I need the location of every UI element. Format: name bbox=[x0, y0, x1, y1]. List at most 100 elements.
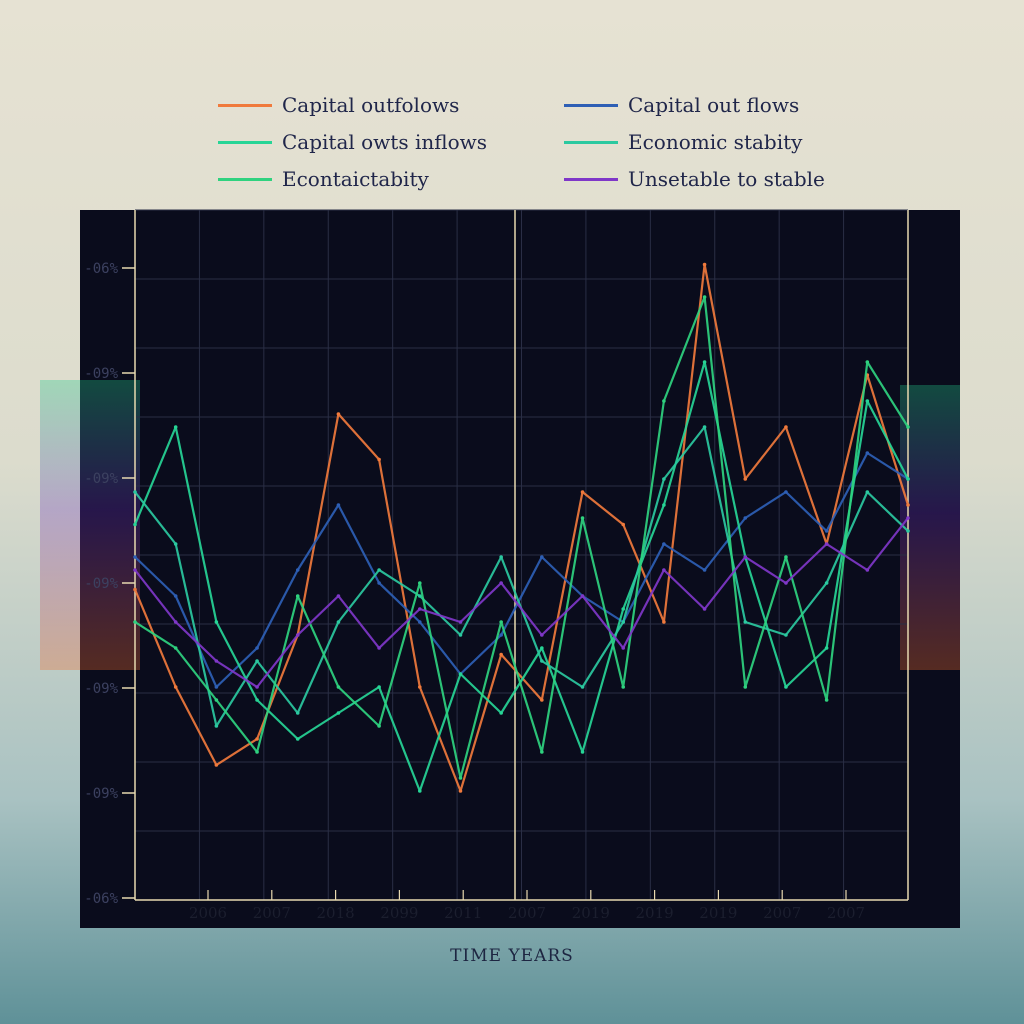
data-point bbox=[295, 737, 300, 741]
data-point bbox=[743, 620, 748, 624]
data-point bbox=[458, 620, 463, 624]
data-point bbox=[173, 542, 178, 546]
series-lines bbox=[133, 262, 910, 793]
data-point bbox=[621, 607, 626, 611]
chart-legend: Capital outfolows Capital out flows Capi… bbox=[0, 0, 1024, 200]
y-tick-label: -09% bbox=[84, 681, 118, 697]
data-point bbox=[662, 542, 666, 546]
data-point bbox=[662, 503, 666, 507]
data-point bbox=[377, 581, 381, 585]
data-point bbox=[255, 659, 259, 663]
data-point bbox=[499, 555, 503, 559]
data-point bbox=[824, 529, 829, 533]
data-point bbox=[417, 594, 422, 598]
data-point bbox=[662, 568, 666, 572]
data-point bbox=[540, 750, 544, 754]
data-point bbox=[417, 620, 422, 624]
y-tick-label: -06% bbox=[84, 891, 118, 907]
data-point bbox=[824, 698, 829, 702]
data-point bbox=[133, 587, 137, 592]
data-point bbox=[499, 711, 503, 715]
data-point bbox=[255, 685, 259, 689]
data-point bbox=[499, 633, 503, 637]
legend-item: Economic stabity bbox=[564, 130, 802, 154]
legend-item: Capital owts inflows bbox=[218, 130, 487, 154]
legend-swatch bbox=[564, 140, 618, 144]
x-tick-label: 2006 bbox=[189, 904, 227, 922]
data-point bbox=[784, 425, 788, 429]
x-tick-label: 2099 bbox=[380, 904, 418, 922]
data-point bbox=[621, 620, 626, 624]
legend-item: Capital outfolows bbox=[218, 93, 459, 117]
data-point bbox=[621, 522, 626, 527]
data-point bbox=[417, 607, 422, 611]
data-point bbox=[417, 789, 422, 793]
legend-swatch bbox=[218, 177, 272, 181]
legend-item: Econtaictabity bbox=[218, 167, 429, 191]
right-glow-band bbox=[900, 385, 960, 670]
x-tick-label: 2007 bbox=[508, 904, 546, 922]
data-point bbox=[133, 568, 137, 572]
data-point bbox=[133, 620, 137, 624]
data-point bbox=[255, 646, 259, 650]
data-point bbox=[580, 594, 585, 598]
data-point bbox=[784, 633, 788, 637]
x-tick-label: 2007 bbox=[763, 904, 801, 922]
data-point bbox=[377, 646, 381, 650]
data-point bbox=[662, 399, 666, 403]
data-point bbox=[865, 568, 870, 572]
data-point bbox=[458, 789, 463, 793]
data-point bbox=[702, 295, 707, 299]
data-point bbox=[784, 685, 788, 689]
data-point bbox=[214, 620, 219, 624]
data-point bbox=[458, 633, 463, 637]
data-point bbox=[499, 620, 503, 624]
legend-item: Unsetable to stable bbox=[564, 167, 825, 191]
data-point bbox=[702, 607, 707, 611]
x-axis-title: TIME YEARS bbox=[450, 946, 574, 966]
y-tick-label: -09% bbox=[84, 786, 118, 802]
x-tick-label: 2011 bbox=[444, 904, 482, 922]
data-point bbox=[580, 750, 585, 754]
data-point bbox=[540, 555, 544, 559]
data-point bbox=[540, 698, 544, 702]
data-point bbox=[906, 516, 910, 520]
data-point bbox=[295, 711, 300, 715]
legend-swatch bbox=[218, 103, 272, 107]
legend-label: Economic stabity bbox=[628, 130, 803, 154]
legend-swatch bbox=[564, 103, 618, 107]
legend-label: Capital outfolows bbox=[282, 93, 460, 117]
legend-swatch bbox=[564, 177, 618, 181]
data-point bbox=[865, 490, 870, 494]
data-point bbox=[458, 776, 463, 780]
data-point bbox=[255, 737, 259, 741]
data-point bbox=[377, 724, 381, 728]
data-point bbox=[540, 646, 544, 650]
data-point bbox=[417, 685, 422, 689]
plot-area bbox=[80, 210, 960, 928]
data-point bbox=[621, 685, 626, 689]
data-point bbox=[784, 555, 788, 559]
series-line bbox=[133, 360, 909, 793]
x-tick-label: 2018 bbox=[317, 904, 355, 922]
x-tick-label: 2019 bbox=[699, 904, 737, 922]
y-tick-label: -06% bbox=[84, 261, 118, 277]
data-point bbox=[621, 646, 626, 650]
data-point bbox=[336, 685, 341, 689]
data-point bbox=[743, 555, 748, 559]
data-point bbox=[173, 646, 178, 650]
data-point bbox=[906, 477, 910, 481]
data-point bbox=[377, 568, 381, 572]
data-point bbox=[214, 698, 219, 702]
data-point bbox=[865, 451, 870, 455]
x-tick-label: 2007 bbox=[253, 904, 291, 922]
data-point bbox=[824, 646, 829, 650]
data-point bbox=[295, 568, 300, 572]
data-point bbox=[580, 490, 585, 494]
data-point bbox=[295, 633, 300, 637]
data-point bbox=[824, 542, 829, 546]
data-point bbox=[173, 685, 178, 689]
data-point bbox=[458, 672, 463, 676]
legend-swatch bbox=[218, 140, 272, 144]
